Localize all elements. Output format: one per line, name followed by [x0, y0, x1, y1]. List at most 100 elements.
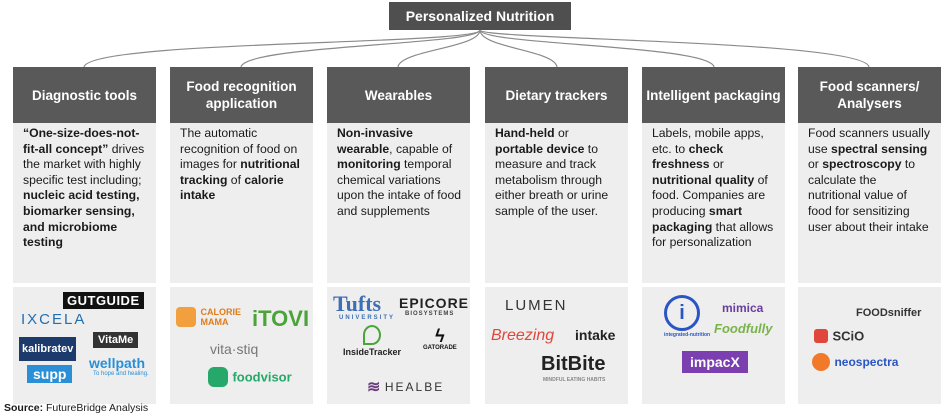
description-segment: Hand-held [495, 126, 555, 140]
description-segment: of food. Companies are producing [652, 172, 768, 218]
source-text: FutureBridge Analysis [43, 402, 149, 414]
logo-vitame: VitaMe [93, 332, 139, 348]
logo-panel: Tufts UNIVERSITY EPICORE BIOSYSTEMS Insi… [327, 287, 470, 404]
logo-insidetracker: InsideTracker [343, 325, 401, 357]
logo-foodfully: Foodfully [714, 321, 773, 336]
column-food-scanners: Food scanners/ Analysers Food scanners u… [798, 67, 941, 404]
description-segment: nutritional quality [652, 172, 755, 187]
column-food-recognition: Food recognition application The automat… [170, 67, 313, 404]
description-segment: to measure and track metabolism through … [495, 141, 609, 218]
logo-foodsniffer: FOODsniffer [856, 307, 922, 319]
description-segment: check freshness [652, 141, 724, 172]
column-diagnostic-tools: Diagnostic tools “One-size-does-not-fit-… [13, 67, 156, 404]
logo-foodvisor: foodvisor [208, 367, 292, 387]
description-segment: monitoring [337, 157, 401, 172]
logo-tufts: Tufts [333, 291, 382, 316]
description-segment: The automatic recognition of food on ima… [180, 126, 298, 172]
logo-panel: CALORIE MAMA iTOVI vita·stiq foodvisor [170, 287, 313, 404]
logo-calorie-mama: CALORIE MAMA [176, 307, 244, 327]
source-label: Source: [4, 402, 44, 414]
bolt-icon: ϟ [435, 326, 445, 346]
logo-calorie-mama-text: CALORIE MAMA [200, 307, 241, 327]
description-segment: , capable of [389, 141, 453, 156]
logo-scio: SCiO [814, 327, 864, 345]
logo-gatorade-text: GATORADE [423, 345, 457, 351]
description-segment: Non-invasive wearable [337, 126, 413, 156]
description-segment: drives the market with highly specific t… [23, 141, 145, 187]
logo-wellpath: wellpath [89, 355, 146, 371]
logo-supp: supp [27, 365, 73, 383]
description-segment: “One-size-does-not-fit-all concept” [23, 126, 140, 156]
logo-integrated-nutrition: i integrated-nutrition [664, 295, 710, 338]
description-segment: calorie intake [180, 172, 284, 203]
logo-panel: GUTGUIDE IXCELA kalibratev VitaMe wellpa… [13, 287, 156, 404]
scio-icon [814, 328, 828, 343]
description-segment: nutritional tracking [180, 157, 300, 187]
logo-ixcela: IXCELA [21, 311, 87, 328]
connector-lines [83, 29, 870, 68]
column-description: Labels, mobile apps, etc. to check fresh… [642, 123, 785, 283]
logo-scio-text: SCiO [832, 328, 865, 344]
column-header: Diagnostic tools [13, 67, 156, 123]
healbe-icon: ≋ [367, 379, 381, 396]
column-description: Food scanners usually use spectral sensi… [798, 123, 941, 283]
logo-wellpath-tagline: To hope and healing. [93, 371, 149, 377]
column-description: Hand-held or portable device to measure … [485, 123, 628, 283]
logo-bitbite-tagline: MINDFUL EATING HABITS [543, 377, 606, 383]
column-dietary-trackers: Dietary trackers Hand-held or portable d… [485, 67, 628, 404]
logo-intake: intake [575, 327, 616, 343]
description-segment: that allows for personalization [652, 219, 774, 250]
description-segment: or [808, 157, 823, 172]
logo-epicore-sub: BIOSYSTEMS [405, 311, 455, 317]
logo-bitbite: BitBite [541, 353, 606, 375]
logo-gatorade: ϟ GATORADE [423, 327, 457, 351]
logo-breezing: Breezing [491, 327, 555, 344]
description-segment: or [554, 126, 569, 140]
logo-impacx: impacX [682, 351, 748, 373]
description-segment: Labels, mobile apps, etc. to [652, 126, 764, 156]
description-segment: spectral sensing [831, 141, 928, 156]
description-segment: spectroscopy [822, 157, 902, 172]
description-segment: temporal chemical variations upon the in… [337, 157, 462, 218]
column-header: Intelligent packaging [642, 67, 785, 123]
column-header: Food scanners/ Analysers [798, 67, 941, 123]
logo-foodvisor-text: foodvisor [232, 369, 292, 385]
logo-panel: FOODsniffer SCiO neospectra [798, 287, 941, 404]
description-segment: nucleic acid testing, biomarker sensing,… [23, 188, 140, 250]
column-header: Dietary trackers [485, 67, 628, 123]
source-note: Source: FutureBridge Analysis [4, 402, 148, 414]
logo-integrated-nutrition-text: integrated-nutrition [664, 332, 711, 338]
logo-healbe: ≋ HEALBE [367, 377, 444, 397]
logo-epicore: EPICORE [399, 295, 470, 311]
diagram-title: Personalized Nutrition [389, 2, 571, 30]
logo-gutguide: GUTGUIDE [63, 292, 144, 309]
leaf-icon [363, 325, 382, 345]
logo-healbe-text: HEALBE [384, 380, 445, 394]
logo-panel: i integrated-nutrition mimica Foodfully … [642, 287, 785, 404]
logo-insidetracker-text: InsideTracker [343, 347, 402, 357]
description-segment: or [709, 157, 724, 172]
column-description: The automatic recognition of food on ima… [170, 123, 313, 283]
column-description: “One-size-does-not-fit-all concept” driv… [13, 123, 156, 283]
logo-tufts-sub: UNIVERSITY [339, 315, 396, 321]
description-segment: to calculate the nutritional value of fo… [808, 157, 929, 234]
column-intelligent-packaging: Intelligent packaging Labels, mobile app… [642, 67, 785, 404]
column-description: Non-invasive wearable, capable of monito… [327, 123, 470, 283]
description-segment: of [227, 172, 245, 187]
column-header: Food recognition application [170, 67, 313, 123]
logo-lumen: LUMEN [505, 297, 568, 314]
description-segment: smart packaging [652, 203, 743, 234]
logo-itovi: iTOVI [252, 306, 310, 331]
logo-panel: LUMEN Breezing intake BitBite MINDFUL EA… [485, 287, 628, 404]
neospectra-icon [812, 353, 830, 371]
description-segment: portable device [495, 141, 585, 156]
logo-vitastiq: vita·stiq [210, 341, 259, 357]
description-segment: Food scanners usually use [808, 126, 930, 156]
i-circle-icon: i [664, 295, 700, 331]
column-header: Wearables [327, 67, 470, 123]
logo-neospectra: neospectra [812, 353, 898, 371]
column-wearables: Wearables Non-invasive wearable, capable… [327, 67, 470, 404]
logo-mimica: mimica [722, 301, 764, 315]
logo-neospectra-text: neospectra [834, 355, 899, 369]
foodvisor-icon [208, 367, 228, 387]
